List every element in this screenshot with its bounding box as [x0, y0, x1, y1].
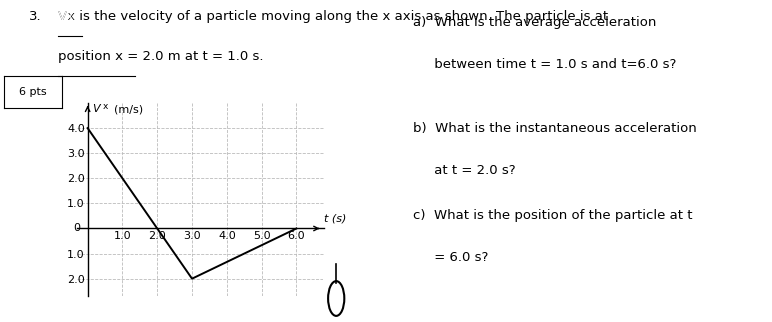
- Text: a)  What is the average acceleration: a) What is the average acceleration: [413, 16, 656, 29]
- Text: position x = 2.0 m at t = 1.0 s.: position x = 2.0 m at t = 1.0 s.: [58, 50, 263, 63]
- Text: 0: 0: [73, 223, 80, 233]
- Text: x: x: [102, 102, 107, 111]
- Text: at t = 2.0 s?: at t = 2.0 s?: [413, 164, 516, 177]
- Text: 6 pts: 6 pts: [19, 87, 46, 97]
- Text: t (s): t (s): [324, 214, 347, 224]
- Text: c)  What is the position of the particle at t: c) What is the position of the particle …: [413, 209, 692, 222]
- Text: Vx: Vx: [58, 10, 75, 23]
- Text: = 6.0 s?: = 6.0 s?: [413, 251, 489, 264]
- Text: Vx is the velocity of a particle moving along the x axis as shown. The particle : Vx is the velocity of a particle moving …: [58, 10, 608, 23]
- Text: V: V: [92, 104, 100, 114]
- Text: (m/s): (m/s): [107, 104, 143, 114]
- Text: between time t = 1.0 s and t=6.0 s?: between time t = 1.0 s and t=6.0 s?: [413, 58, 676, 71]
- Text: 3.: 3.: [29, 10, 42, 23]
- Text: b)  What is the instantaneous acceleration: b) What is the instantaneous acceleratio…: [413, 122, 697, 135]
